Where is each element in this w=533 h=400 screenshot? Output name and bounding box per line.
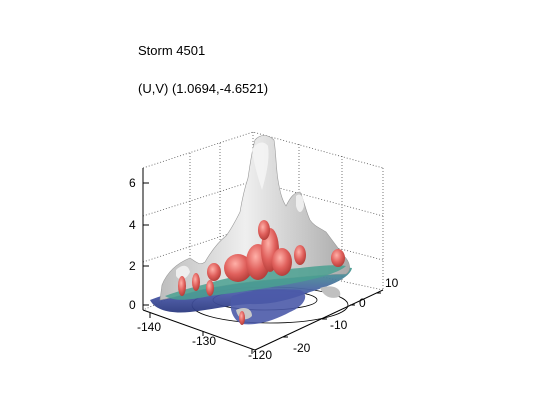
x-tick-label: -140 [137,320,161,334]
z-tick-labels: 0 2 4 6 [129,176,136,312]
y-axis-line [254,289,384,351]
chart-subtitle: (U,V) (1.0694,-4.6521) [138,81,269,96]
red-cores [178,220,345,325]
y-tick-label: -20 [293,341,311,355]
axes [142,168,384,354]
x-axis-line [142,309,256,351]
z-tick-label: 2 [129,259,136,273]
y-tick-label: 10 [385,276,399,290]
x-tick-label: -130 [192,334,216,348]
z-tick-label: 4 [129,218,136,232]
y-tick-label: 0 [359,296,366,310]
x-tick-labels: -140 -130 -120 [137,320,272,362]
z-tick-label: 0 [129,298,136,312]
y-tick-labels: -20 -10 0 10 [293,276,399,355]
z-tick-label: 6 [129,176,136,190]
storm-surface [150,135,352,325]
chart-title: Storm 4501 [138,43,206,58]
x-tick-label: -120 [248,348,272,362]
y-tick-label: -10 [330,318,348,332]
